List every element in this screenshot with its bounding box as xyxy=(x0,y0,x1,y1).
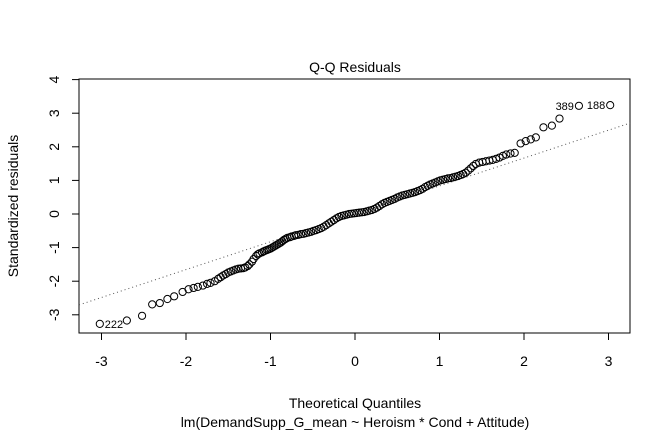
residual-point xyxy=(357,208,366,217)
residual-point xyxy=(203,279,212,288)
residual-points xyxy=(95,101,615,328)
residual-point xyxy=(516,139,525,148)
y-tick-label: -1 xyxy=(46,241,62,254)
residual-point xyxy=(547,121,556,130)
residual-point xyxy=(291,231,300,240)
y-axis: -3 -2 -1 0 1 2 3 4 xyxy=(46,75,80,321)
residual-point xyxy=(464,166,473,175)
residual-point xyxy=(155,298,164,308)
residual-point xyxy=(95,319,104,328)
y-tick-label: -2 xyxy=(46,275,62,288)
residual-point xyxy=(506,149,515,158)
point-label: 222 xyxy=(105,319,123,331)
y-tick-label: 3 xyxy=(46,109,62,117)
point-label: 188 xyxy=(587,100,605,112)
residual-point xyxy=(245,260,254,269)
residual-point xyxy=(198,281,207,290)
residual-point xyxy=(327,217,336,226)
point-label: 389 xyxy=(556,101,574,113)
residual-point xyxy=(574,101,584,110)
qq-reference-line xyxy=(78,122,631,306)
residual-point xyxy=(163,294,172,304)
y-axis-label: Standardized residuals xyxy=(5,135,21,277)
residual-point xyxy=(531,133,540,142)
residual-point xyxy=(521,136,530,146)
residual-point xyxy=(243,261,252,271)
point-labels: 222 389 188 xyxy=(105,100,605,331)
residual-point xyxy=(296,230,306,239)
residual-point xyxy=(148,300,157,309)
residual-point xyxy=(137,311,147,320)
y-tick-label: -3 xyxy=(46,308,62,321)
residual-point xyxy=(502,150,511,159)
residual-point xyxy=(526,135,535,144)
residual-point xyxy=(344,209,354,219)
residual-point xyxy=(466,164,475,173)
residual-point xyxy=(555,114,564,123)
residual-point xyxy=(606,101,615,110)
residual-point xyxy=(189,283,198,293)
residual-point xyxy=(443,174,453,183)
chart-title: Q-Q Residuals xyxy=(309,59,401,75)
x-tick-label: 3 xyxy=(605,353,613,369)
residual-point xyxy=(355,208,364,217)
x-tick-label: 2 xyxy=(520,353,528,369)
residual-point xyxy=(193,282,202,292)
residual-point xyxy=(350,209,359,218)
chart-subtitle: lm(DemandSupp_G_mean ~ Heroism * Cond + … xyxy=(181,414,530,430)
residual-point xyxy=(206,278,215,287)
x-axis-label: Theoretical Quantiles xyxy=(289,395,421,411)
x-tick-label: -2 xyxy=(180,353,193,369)
x-tick-label: -3 xyxy=(95,353,108,369)
y-tick-label: 4 xyxy=(46,75,62,83)
plot-frame xyxy=(78,78,631,334)
residual-point xyxy=(352,208,361,218)
residual-point xyxy=(221,270,230,279)
x-tick-label: -1 xyxy=(264,353,277,369)
residual-point xyxy=(461,168,470,177)
residual-point xyxy=(347,209,356,218)
x-tick-label: 1 xyxy=(436,353,444,369)
y-tick-label: 0 xyxy=(46,210,62,218)
residual-point xyxy=(184,285,193,294)
residual-point xyxy=(510,148,519,157)
residual-point xyxy=(122,316,131,325)
y-tick-label: 2 xyxy=(46,143,62,151)
x-axis: -3 -2 -1 0 1 2 3 xyxy=(95,332,613,369)
x-tick-label: 0 xyxy=(351,353,359,369)
y-tick-label: 1 xyxy=(46,176,62,184)
residual-point xyxy=(539,123,548,132)
residual-point xyxy=(170,292,179,301)
